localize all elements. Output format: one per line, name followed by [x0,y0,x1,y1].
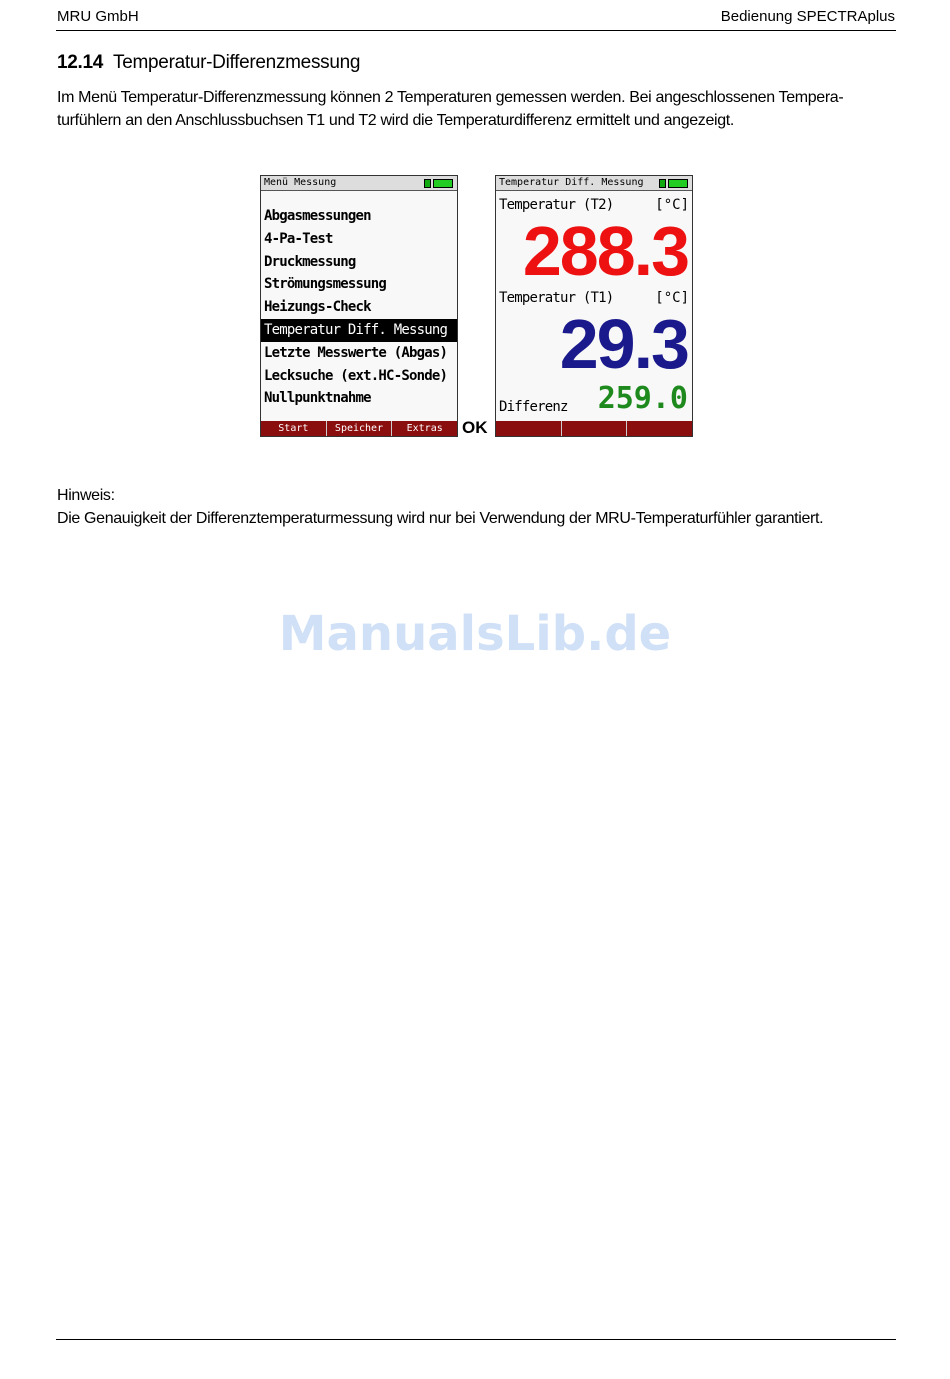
t2-unit: [°C] [655,197,689,213]
intro-line: turfühlern an den Anschlussbuchsen T1 un… [57,112,734,129]
plug-icon [424,179,431,188]
menu-title-bar: Menü Messung [261,176,457,191]
note: Hinweis: Die Genauigkeit der Differenzte… [57,484,824,530]
plug-icon [659,179,666,188]
intro-paragraph: Im Menü Temperatur-Differenzmessung könn… [57,86,844,132]
note-text: Die Genauigkeit der Differenztemperaturm… [57,510,824,527]
intro-line: Im Menü Temperatur-Differenzmessung könn… [57,89,844,106]
header-rule [56,30,896,31]
header-manual-title: Bedienung SPECTRAplus [720,8,895,25]
screen-title: Temperatur Diff. Messung [499,177,644,188]
menu-title: Menü Messung [264,177,337,188]
menu-item[interactable]: 4-Pa-Test [264,230,333,247]
softkey-extras[interactable]: Extras [406,423,443,434]
softkey-2[interactable] [562,421,628,436]
menu-item[interactable]: Letzte Messwerte (Abgas) [264,344,448,361]
section-title: Temperatur-Differenzmessung [113,52,361,73]
note-label: Hinweis: [57,487,115,504]
menu-item-selected[interactable]: Temperatur Diff. Messung [261,318,457,342]
menu-item[interactable]: Heizungs-Check [264,299,372,316]
battery-icon [668,179,688,188]
softkey-speicher[interactable]: Speicher [327,421,393,436]
menu-list: Abgasmessungen 4-Pa-Test Druckmessung St… [261,205,457,410]
section-number: 12.14 [57,52,104,73]
t2-value: 288.3 [522,212,690,290]
t1-unit: [°C] [655,290,689,306]
header-company: MRU GmbH [57,8,139,25]
softkey-start[interactable]: Start [261,421,327,436]
menu-item[interactable]: Druckmessung [264,253,356,270]
ok-key-label: OK [462,418,488,437]
diff-value: 259.0 [597,381,688,416]
diff-label: Differenz [499,399,568,415]
softkey-1[interactable] [496,421,562,436]
menu-screen: Menü Messung Abgasmessungen 4-Pa-Test Dr… [260,175,458,437]
menu-item[interactable]: Nullpunktnahme [264,390,372,407]
menu-item[interactable]: Abgasmessungen [264,208,372,224]
t2-label: Temperatur (T2) [499,197,614,213]
t1-value: 29.3 [559,305,690,383]
section-heading: 12.14 Temperatur-Differenzmessung [57,52,360,74]
menu-item[interactable]: Lecksuche (ext.HC-Sonde) [264,367,448,384]
t1-label: Temperatur (T1) [499,290,614,306]
footer-rule [56,1339,896,1340]
menu-item[interactable]: Strömungsmessung [264,276,387,293]
softkey-3[interactable] [627,421,692,436]
watermark: ManualsLib.de [278,606,672,662]
softkey-bar [496,421,692,436]
softkey-bar: Start Speicher Extras [261,421,457,436]
temperature-diff-screen: Temperatur Diff. Messung Temperatur (T2)… [495,175,693,437]
screen-title-bar: Temperatur Diff. Messung [496,176,692,191]
battery-icon [433,179,453,188]
